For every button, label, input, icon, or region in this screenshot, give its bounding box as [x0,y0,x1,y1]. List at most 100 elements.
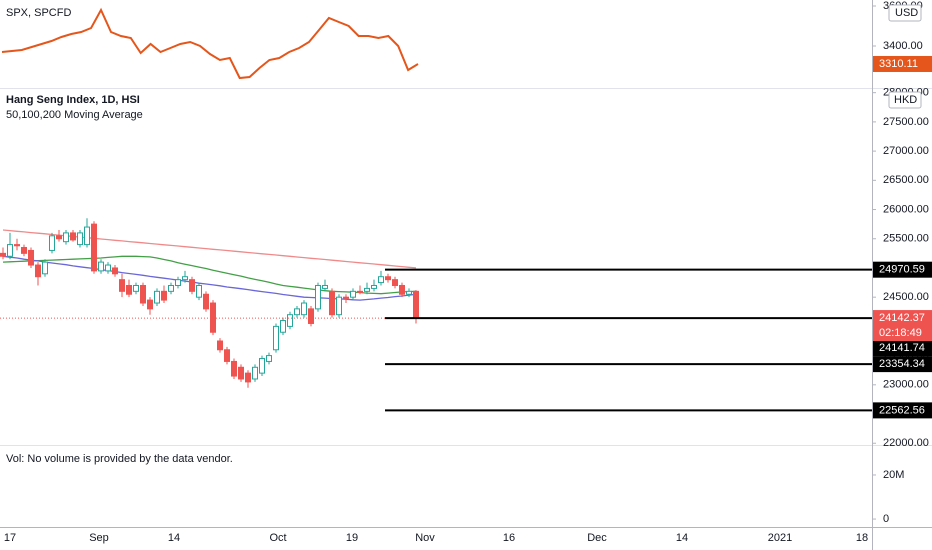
candle-body [147,299,153,310]
candle-body [371,284,377,289]
candle-body [315,284,321,310]
candle-body [385,276,391,281]
date-label: Dec [587,532,607,544]
candle-body [98,261,104,272]
ma-legend: 50,100,200 Moving Average [6,109,143,121]
candle-body [350,290,356,298]
last-value: 3310.11 [879,58,918,70]
candle-body [259,358,265,374]
hline-label: 24141.74 [879,342,925,354]
candle-body [133,284,139,292]
candle-body [392,279,398,286]
date-label: 14 [676,532,688,544]
candle-body [378,276,384,284]
volume-note: Vol: No volume is provided by the data v… [6,453,233,465]
candle-body [175,279,181,286]
candle-body [406,290,412,295]
candle-body [203,293,209,310]
y-tick-label: 24500.00 [883,291,929,303]
candle-body [56,235,62,240]
candle-body [238,366,244,380]
date-label: 17 [4,532,16,544]
hline-label: 22562.56 [879,404,925,416]
countdown-box [873,325,932,342]
y-tick-label: 20M [883,469,904,481]
candle-body [294,308,300,316]
candle-body [0,252,6,257]
candle-body [168,284,174,292]
hline-label: 23354.34 [879,358,925,370]
last-price: 24142.37 [879,312,925,324]
currency-box [888,91,922,109]
y-tick-label: 27000.00 [883,145,929,157]
currency: HKD [894,94,917,106]
candle-body [42,261,48,275]
date-label: Nov [415,532,435,544]
candle-body [364,287,370,292]
y-tick-label: 26000.00 [883,203,929,215]
candle-body [322,284,328,289]
hline-label: 24970.59 [879,264,925,276]
candle-body [336,296,342,316]
candle-body [399,284,405,295]
y-tick-label: 0 [883,513,889,525]
candle-body [105,264,111,272]
candle-body [119,279,125,292]
moving-average [2,255,417,301]
candle-body [343,296,349,299]
hline-label-box [873,261,932,278]
last-value-box [873,55,932,72]
candle-body [21,247,27,254]
y-tick-label: 25500.00 [883,233,929,245]
spx-line [1,7,419,80]
y-tick-label: 3400.00 [883,40,923,52]
candle-body [77,232,83,246]
candle-body [28,249,34,266]
candle-body [112,267,118,275]
y-tick-label: 23000.00 [883,379,929,391]
y-tick-label: 22000.00 [883,437,929,449]
candle-body [273,325,279,351]
date-label: 18 [856,532,868,544]
candle-body [224,349,230,362]
candle-body [196,284,202,298]
candle-body [154,290,160,304]
candle-body [126,284,132,295]
candle-body [280,320,286,333]
y-tick-label: 26500.00 [883,174,929,186]
candle-body [161,290,167,301]
last-price-box [873,310,932,327]
hline-label-box [873,340,932,357]
candle-body [63,232,69,243]
currency-box [888,4,922,22]
candle-body [413,290,419,319]
candle-body [245,372,251,383]
candle-body [84,226,90,246]
hline-label-box [873,356,932,373]
candle-body [70,232,76,241]
date-label: 2021 [768,532,792,544]
candle-body [140,284,146,304]
candle-body [189,279,195,292]
countdown: 02:18:49 [879,327,922,339]
candle-body [182,276,188,281]
candle-body [91,223,97,272]
date-label: Sep [89,532,109,544]
candle-body [329,290,335,316]
candle-body [7,244,13,257]
candle-body [287,314,293,327]
y-tick-label: 27500.00 [883,116,929,128]
candle-body [14,244,20,247]
spx-title: SPX, SPCFD [6,7,71,19]
candle-body [301,302,307,316]
candle-body [231,360,237,377]
candle-body [266,355,272,362]
hline-label-box [873,402,932,419]
date-label: 14 [168,532,180,544]
candle-body [252,366,258,380]
hsi-title: Hang Seng Index, 1D, HSI [6,94,140,106]
candle-body [49,235,55,251]
date-label: 19 [346,532,358,544]
